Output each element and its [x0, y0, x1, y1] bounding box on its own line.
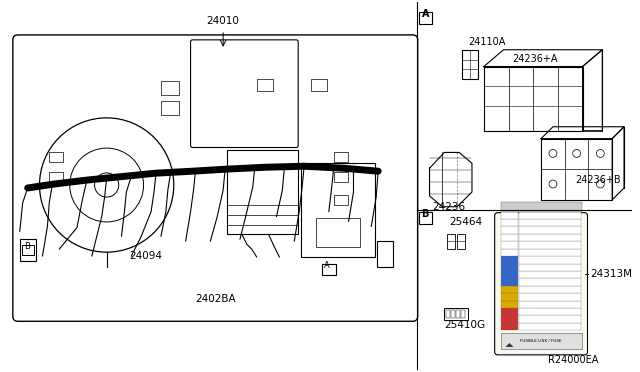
Bar — [520, 315, 580, 323]
Bar — [520, 249, 580, 256]
Bar — [500, 202, 582, 212]
Bar — [500, 256, 518, 263]
Bar — [500, 227, 518, 234]
Bar — [457, 234, 465, 249]
Bar — [500, 271, 518, 278]
Bar — [377, 241, 393, 267]
Bar — [500, 234, 518, 241]
FancyBboxPatch shape — [495, 213, 588, 355]
Bar — [311, 79, 327, 91]
Bar — [419, 212, 433, 224]
Bar — [500, 308, 518, 315]
Text: 24094: 24094 — [130, 251, 163, 261]
Bar — [333, 172, 348, 182]
Text: 24010: 24010 — [207, 16, 239, 26]
Bar — [419, 12, 433, 24]
Bar — [49, 172, 63, 182]
Bar — [500, 315, 518, 323]
Bar — [227, 150, 298, 234]
Bar — [22, 245, 33, 255]
Text: 24236+A: 24236+A — [513, 54, 558, 64]
Bar — [520, 241, 580, 249]
Bar — [520, 278, 580, 286]
FancyBboxPatch shape — [13, 35, 418, 321]
Bar — [520, 293, 580, 301]
Text: A: A — [422, 9, 429, 19]
Bar — [500, 278, 518, 286]
Bar — [161, 81, 179, 95]
Bar — [500, 263, 518, 271]
Text: FUSIBLE LINK / FUSE: FUSIBLE LINK / FUSE — [520, 339, 562, 343]
Bar — [20, 239, 36, 261]
Bar — [461, 310, 465, 318]
Bar — [520, 263, 580, 271]
Bar — [500, 241, 518, 249]
Bar — [446, 310, 451, 318]
Text: 24110A: 24110A — [468, 37, 506, 47]
Bar — [520, 323, 580, 330]
Bar — [500, 286, 518, 293]
Text: 24236: 24236 — [433, 202, 466, 212]
Bar — [500, 249, 518, 256]
Bar — [333, 195, 348, 205]
Bar — [161, 101, 179, 115]
Text: B: B — [422, 209, 429, 219]
Bar — [257, 79, 273, 91]
Bar — [451, 310, 455, 318]
Bar — [316, 218, 360, 247]
Bar — [500, 293, 518, 301]
Text: 24313M: 24313M — [591, 269, 632, 279]
Bar — [520, 256, 580, 263]
Bar — [500, 219, 518, 227]
Text: 25410G: 25410G — [444, 320, 486, 330]
Text: B: B — [24, 242, 29, 251]
Text: 24236+B: 24236+B — [575, 175, 621, 185]
Bar — [520, 271, 580, 278]
Bar — [520, 234, 580, 241]
Bar — [447, 234, 455, 249]
Bar — [322, 264, 336, 275]
Bar — [333, 153, 348, 162]
Bar — [301, 163, 375, 257]
Bar — [520, 219, 580, 227]
Bar — [444, 308, 468, 320]
Bar — [520, 227, 580, 234]
Bar — [520, 301, 580, 308]
Text: R24000EA: R24000EA — [547, 355, 598, 365]
Bar — [456, 310, 460, 318]
Bar — [500, 323, 518, 330]
Bar — [500, 333, 582, 349]
Bar — [520, 212, 580, 219]
Bar — [520, 308, 580, 315]
Text: 25464: 25464 — [449, 218, 483, 228]
Polygon shape — [506, 343, 513, 347]
Text: A: A — [324, 261, 330, 270]
Bar — [500, 301, 518, 308]
Bar — [520, 286, 580, 293]
Text: 2402BA: 2402BA — [195, 294, 236, 304]
FancyBboxPatch shape — [191, 40, 298, 147]
Bar — [500, 212, 518, 219]
Bar — [49, 153, 63, 162]
